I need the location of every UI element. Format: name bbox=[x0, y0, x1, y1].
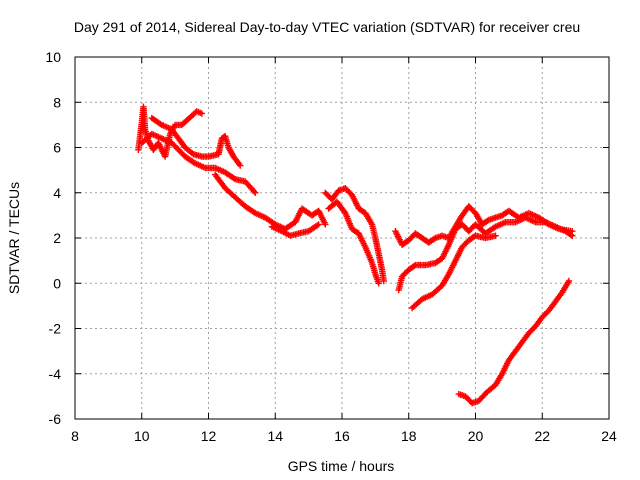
data-point bbox=[410, 262, 418, 270]
x-tick-label: 8 bbox=[71, 428, 79, 444]
data-point bbox=[565, 277, 573, 285]
x-tick-label: 22 bbox=[534, 428, 550, 444]
data-point bbox=[198, 110, 206, 117]
data-series bbox=[135, 103, 576, 407]
x-tick-label: 12 bbox=[201, 428, 217, 444]
data-point bbox=[375, 280, 382, 287]
series-track-d bbox=[212, 171, 329, 233]
series-track-k bbox=[455, 277, 573, 407]
y-tick-label: 2 bbox=[53, 230, 61, 246]
series-track-g bbox=[325, 198, 382, 287]
series-track-c bbox=[148, 114, 244, 169]
series-track-e bbox=[268, 221, 322, 239]
series-track-a bbox=[135, 103, 206, 160]
y-tick-label: -6 bbox=[49, 411, 62, 427]
data-point bbox=[252, 189, 259, 196]
y-tick-label: 8 bbox=[53, 94, 61, 110]
chart-title: Day 291 of 2014, Sidereal Day-to-day VTE… bbox=[74, 19, 580, 35]
y-tick-label: 6 bbox=[53, 140, 61, 156]
x-axis-label: GPS time / hours bbox=[288, 458, 395, 474]
x-tick-label: 14 bbox=[267, 428, 283, 444]
series-track-b bbox=[138, 130, 259, 196]
x-tick-label: 20 bbox=[468, 428, 484, 444]
y-tick-label: 0 bbox=[53, 275, 61, 291]
x-tick-label: 16 bbox=[334, 428, 350, 444]
grid bbox=[75, 57, 609, 419]
data-point bbox=[322, 221, 329, 228]
y-tick-label: 4 bbox=[53, 185, 61, 201]
series-track-j bbox=[408, 232, 499, 312]
x-tick-label: 18 bbox=[401, 428, 417, 444]
data-point bbox=[492, 232, 499, 239]
x-tick-label: 10 bbox=[134, 428, 150, 444]
series-track-f bbox=[322, 185, 387, 285]
data-point bbox=[230, 175, 237, 182]
y-tick-label: -2 bbox=[49, 321, 62, 337]
y-tick-label: 10 bbox=[45, 49, 61, 65]
x-tick-label: 24 bbox=[601, 428, 617, 444]
data-point bbox=[237, 162, 244, 169]
y-axis-label: SDTVAR / TECUs bbox=[6, 182, 22, 294]
data-point bbox=[380, 277, 387, 285]
y-tick-label: -4 bbox=[49, 366, 62, 382]
data-point bbox=[569, 228, 576, 235]
series-track-i bbox=[392, 203, 576, 248]
data-point bbox=[315, 221, 322, 228]
